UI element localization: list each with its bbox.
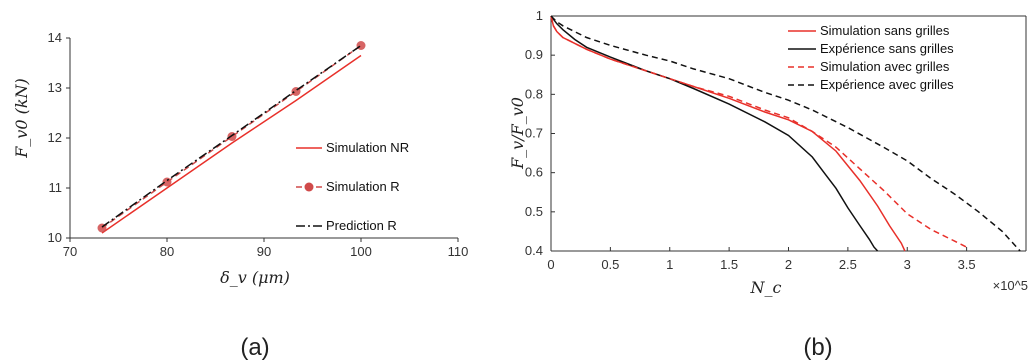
panel-b-xlabel: N_c (750, 278, 782, 297)
x-tick-label: 3.5 (958, 257, 976, 272)
y-tick-label: 14 (48, 30, 62, 45)
panel-b-axes: 0 0.5 1 1.5 2 2.5 3 3.5 0.4 0.5 0.6 0.7 0.8 0.9 1 (525, 8, 1027, 272)
panel-a-series (97, 41, 366, 234)
y-tick-label: 0.8 (525, 86, 543, 101)
y-tick-label: 0.7 (525, 126, 543, 141)
x-tick-label: 110 (448, 244, 469, 259)
panel-b-ylabel: F_v/F_v0 (508, 97, 527, 170)
y-tick-label: 0.4 (525, 243, 543, 258)
panel-b-x-multiplier: ×10^5 (993, 278, 1028, 293)
data-point (227, 132, 237, 141)
legend-label: Simulation R (326, 179, 400, 194)
data-point (356, 41, 366, 50)
legend-label: Simulation NR (326, 140, 409, 155)
y-tick-label: 10 (48, 230, 62, 245)
panel-a-axes: 70 80 90 100 110 10 11 12 13 14 (48, 30, 469, 259)
legend-marker (304, 182, 314, 192)
panel-b-legend: Simulation sans grilles Expérience sans g… (788, 23, 954, 92)
legend-label: Expérience avec grilles (820, 77, 954, 92)
y-tick-label: 12 (48, 130, 62, 145)
x-tick-label: 90 (257, 244, 271, 259)
legend-label: Simulation avec grilles (820, 59, 950, 74)
data-point (162, 177, 172, 187)
series-line-2 (550, 15, 967, 248)
y-tick-label: 1 (536, 8, 543, 23)
x-tick-label: 80 (160, 244, 174, 259)
x-tick-label: 100 (350, 244, 372, 259)
panel-a-ylabel: F_v0 (kN) (12, 78, 31, 159)
panel-a-xlabel: δ_v (μm) (220, 268, 290, 287)
series-line-0 (550, 15, 906, 252)
legend-label: Prediction R (326, 218, 397, 233)
y-tick-label: 0.9 (525, 47, 543, 62)
legend-label: Simulation sans grilles (820, 23, 950, 38)
x-tick-label: 0 (547, 257, 554, 272)
x-tick-label: 3 (904, 257, 911, 272)
series-line-1 (550, 15, 879, 252)
panel-b-chart: 0 0.5 1 1.5 2 2.5 3 3.5 0.4 0.5 0.6 0.7 0.8 0.9 1 Simu… (508, 8, 1028, 361)
panel-b-series (550, 15, 1021, 252)
x-tick-label: 1.5 (720, 257, 738, 272)
x-tick-label: 2 (785, 257, 792, 272)
x-tick-label: 0.5 (601, 257, 619, 272)
y-tick-label: 0.5 (525, 204, 543, 219)
x-tick-label: 1 (666, 257, 673, 272)
legend-label: Expérience sans grilles (820, 41, 954, 56)
series-line-0 (101, 54, 362, 234)
y-tick-label: 11 (49, 180, 63, 195)
panel-a-label: (a) (240, 334, 269, 361)
x-tick-label: 70 (63, 244, 77, 259)
y-tick-label: 0.6 (525, 165, 543, 180)
panel-a-legend: Simulation NR Simulation R Prediction R (296, 140, 409, 233)
x-tick-label: 2.5 (839, 257, 857, 272)
series-line-3 (550, 15, 1021, 252)
series-line-2 (101, 44, 362, 228)
y-tick-label: 13 (48, 80, 62, 95)
panel-b-label: (b) (803, 334, 832, 361)
